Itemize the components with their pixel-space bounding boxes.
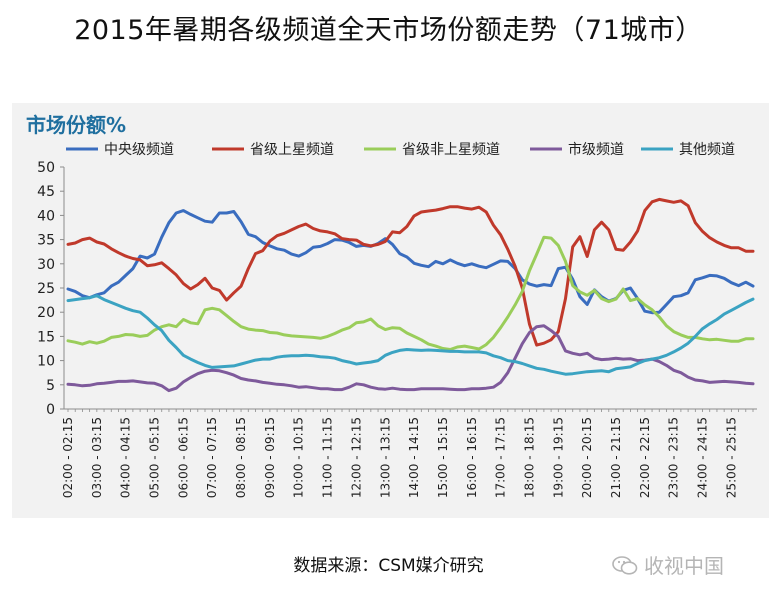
- x-tick-label: 02:00 - 02:15: [61, 417, 75, 498]
- source-note: 数据来源：CSM媒介研究: [293, 556, 484, 576]
- y-tick-label: 40: [37, 208, 55, 224]
- x-tick-label: 21:00 - 21:15: [609, 417, 623, 498]
- x-tick-label: 08:00 - 08:15: [234, 417, 248, 498]
- wechat-icon: [612, 556, 638, 575]
- y-tick-label: 35: [37, 233, 55, 249]
- legend-label: 省级非上星频道: [402, 142, 500, 158]
- x-tick-label: 12:00 - 12:15: [349, 417, 363, 498]
- x-tick-label: 18:00 - 18:15: [522, 417, 536, 498]
- x-tick-label: 15:00 - 15:15: [436, 417, 450, 498]
- legend-label: 市级频道: [568, 141, 624, 158]
- x-tick-label: 20:00 - 20:15: [580, 417, 594, 498]
- chart-title: 2015年暑期各级频道全天市场份额走势（71城市）: [74, 15, 703, 46]
- x-tick-label: 19:00 - 19:15: [551, 417, 565, 498]
- x-tick-label: 22:00 - 22:15: [638, 417, 652, 498]
- series-line: [66, 209, 755, 315]
- y-tick-label: 50: [37, 160, 55, 176]
- x-tick-label: 03:00 - 03:15: [90, 417, 104, 498]
- x-tick-label: 17:00 - 17:15: [494, 417, 508, 498]
- x-tick-label: 25:00 - 25:15: [724, 417, 738, 498]
- x-tick-label: 11:00 - 11:15: [321, 417, 335, 498]
- series-line: [66, 294, 755, 376]
- legend-label: 省级上星频道: [250, 142, 334, 158]
- x-tick-label: 13:00 - 13:15: [378, 417, 392, 498]
- y-tick-label: 15: [37, 329, 55, 345]
- x-tick-label: 24:00 - 24:15: [696, 417, 710, 498]
- watermark: 收视中国: [612, 550, 724, 579]
- y-axis-unit-label: 市场份额%: [26, 113, 127, 137]
- axes: 0 5 10 15 20 25 30 35 40 45 50 02:00 - 02:15 03:00 -…: [37, 160, 757, 498]
- legend-label: 中央级频道: [104, 142, 174, 158]
- y-tick-label: 5: [46, 378, 55, 394]
- x-tick-label: 09:00 - 09:15: [263, 417, 277, 498]
- y-tick-label: 30: [37, 257, 55, 273]
- series-line: [66, 197, 755, 347]
- y-tick-label: 10: [37, 354, 55, 370]
- x-tick-label: 10:00 - 10:15: [292, 417, 306, 498]
- y-tick-label: 45: [37, 184, 55, 200]
- x-tick-label: 14:00 - 14:15: [407, 417, 421, 498]
- y-tick-label: 0: [46, 402, 55, 418]
- x-tick-label: 23:00 - 23:15: [667, 417, 681, 498]
- x-tick-label: 16:00 - 16:15: [465, 417, 479, 498]
- x-tick-label: 05:00 - 05:15: [148, 417, 162, 498]
- y-tick-label: 20: [37, 305, 55, 321]
- series-line: [66, 324, 755, 393]
- x-tick-label: 07:00 - 07:15: [205, 417, 219, 498]
- series-line: [66, 235, 755, 351]
- watermark-text: 收视中国: [644, 554, 724, 578]
- y-tick-label: 25: [37, 281, 55, 297]
- legend-label: 其他频道: [679, 142, 735, 158]
- x-tick-label: 04:00 - 04:15: [119, 417, 133, 498]
- x-tick-label: 06:00 - 06:15: [176, 417, 190, 498]
- series-lines: [66, 197, 755, 393]
- legend: 中央级频道 省级上星频道 省级非上星频道 市级频道 其他频道: [66, 141, 735, 158]
